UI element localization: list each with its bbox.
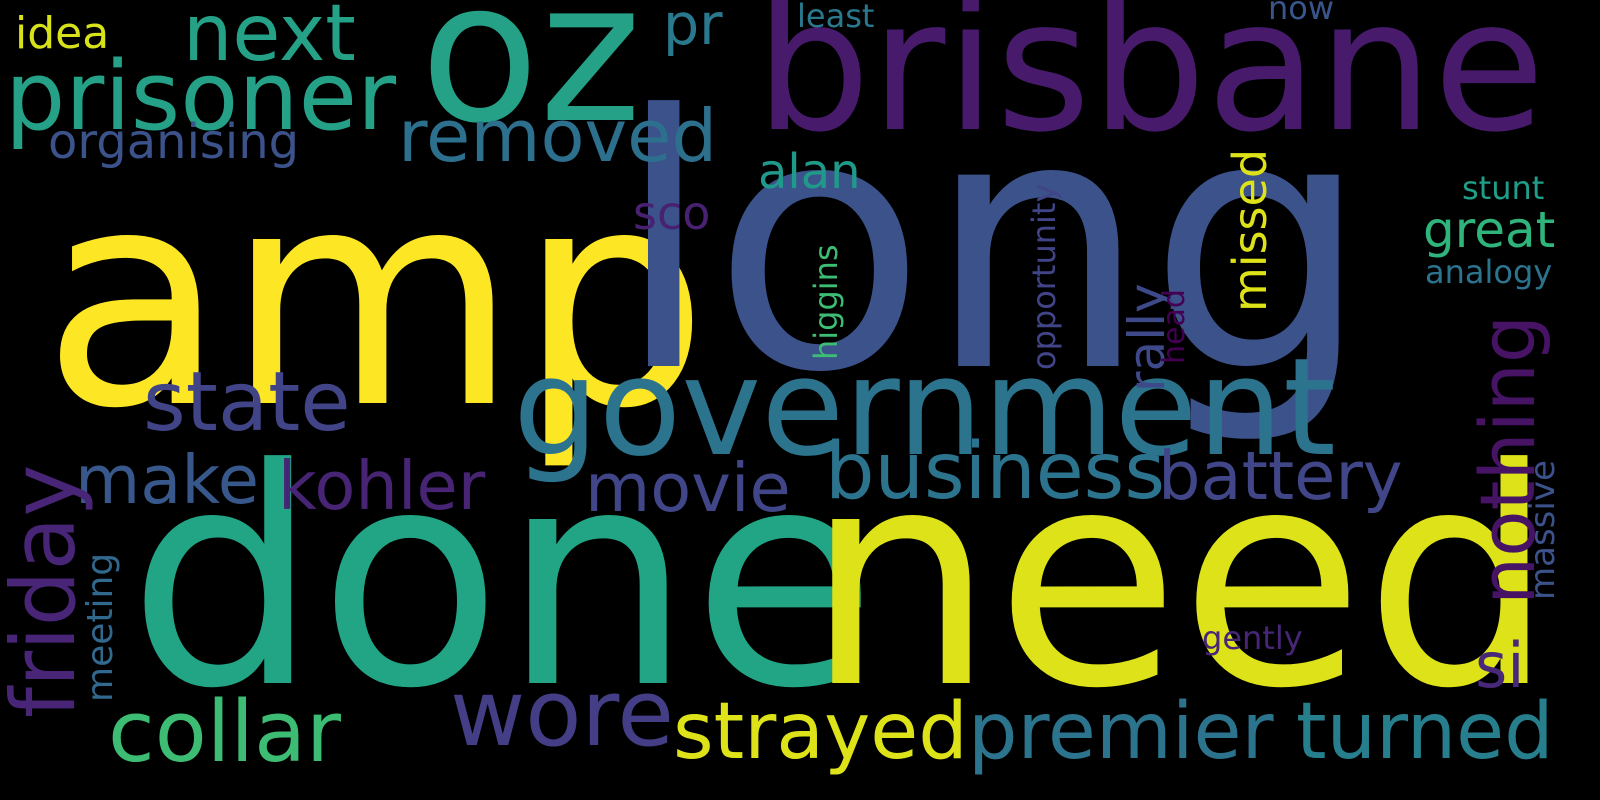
word-meeting: meeting <box>80 552 121 702</box>
word-wore: wore <box>450 660 674 767</box>
word-premier: premier <box>968 687 1274 777</box>
word-state: state <box>143 355 351 450</box>
word-strayed: strayed <box>673 687 968 777</box>
word-need: need <box>805 405 1555 754</box>
word-long: long <box>615 41 1371 449</box>
word-business: business <box>825 427 1165 517</box>
word-next: next <box>183 0 356 79</box>
word-head: head <box>1157 289 1192 364</box>
word-opportunity: opportunity <box>1025 183 1063 370</box>
word-gently: gently <box>1202 619 1303 657</box>
word-friday: friday <box>0 464 95 718</box>
word-si: si <box>1475 629 1525 702</box>
word-removed: removed <box>398 94 718 178</box>
word-done: done <box>128 405 877 754</box>
word-massive: massive <box>1523 460 1563 600</box>
word-alan: alan <box>758 144 861 200</box>
word-government: government <box>513 329 1336 486</box>
word-organising: organising <box>48 114 300 170</box>
word-analogy: analogy <box>1425 253 1553 291</box>
word-brisbane: brisbane <box>755 0 1546 172</box>
word-kohler: kohler <box>278 447 486 525</box>
word-pr: pr <box>663 0 723 58</box>
word-turned: turned <box>1296 687 1554 777</box>
word-amp: amp <box>42 125 709 474</box>
word-great: great <box>1423 201 1556 259</box>
word-higgins: higgins <box>807 244 845 360</box>
word-prisoner: prisoner <box>5 42 397 152</box>
word-least: least <box>797 0 875 35</box>
word-stunt: stunt <box>1462 169 1545 207</box>
word-missed: missed <box>1223 148 1277 312</box>
word-oz: oz <box>420 0 642 166</box>
word-sco: sco <box>633 186 711 240</box>
word-idea: idea <box>15 8 110 59</box>
word-collar: collar <box>108 683 342 782</box>
word-battery: battery <box>1158 437 1403 515</box>
word-movie: movie <box>585 449 791 527</box>
word-now: now <box>1268 0 1335 27</box>
word-make: make <box>75 441 259 519</box>
